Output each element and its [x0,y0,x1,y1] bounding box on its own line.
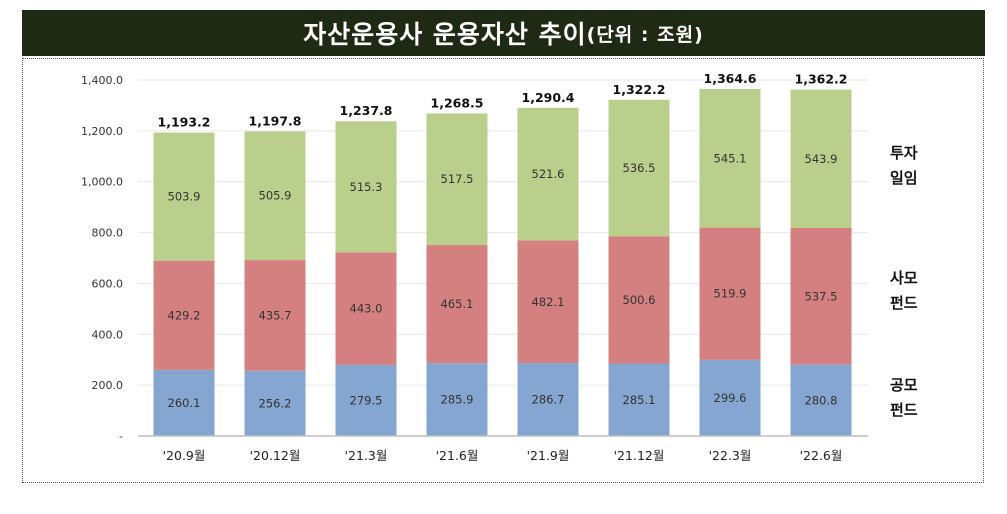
bar-segment [244,131,306,261]
data-label: 536.5 [623,161,656,175]
bar-segment [244,370,306,436]
legend-label: 펀드 [890,401,918,419]
chart-title-unit: (단위 : 조원) [586,23,704,46]
bar-segment [426,245,488,364]
data-label: 500.6 [623,293,656,307]
x-tick-label: '20.9월 [163,448,206,463]
data-label: 443.0 [350,302,383,316]
bar-segment [335,364,397,436]
data-label: 521.6 [532,167,565,181]
y-tick-label: 600.0 [92,277,124,290]
y-tick-label: 400.0 [92,328,124,341]
legend-label: 공모 [890,376,918,394]
legend-label: 사모 [890,269,918,287]
y-tick-label: - [119,430,123,443]
x-tick-label: '20.12월 [250,448,301,463]
data-label: 260.1 [168,396,201,410]
bar-segment [517,240,579,364]
y-tick-label: 1,400.0 [81,74,123,87]
total-label: 1,237.8 [340,103,393,118]
data-label: 517.5 [441,172,474,186]
total-label: 1,322.2 [613,82,666,97]
total-label: 1,193.2 [158,115,211,130]
data-label: 503.9 [168,190,201,204]
chart-title-bar: 자산운용사 운용자산 추이 (단위 : 조원) [22,10,985,56]
bar-segment [426,363,488,436]
bar-segment [699,359,761,436]
legend-label: 펀드 [890,294,918,312]
bar-segment [608,99,670,237]
x-tick-label: '21.3월 [345,448,388,463]
bar-segment [517,107,579,241]
bar-segment [335,121,397,253]
bar-segment [517,363,579,436]
y-tick-label: 800.0 [92,227,124,240]
bar-segment [790,89,852,228]
bar-segment [335,252,397,365]
bar-segment [244,260,306,371]
data-label: 429.2 [168,308,201,322]
x-tick-label: '22.6월 [800,448,843,463]
y-tick-label: 1,200.0 [81,125,123,138]
y-tick-label: 200.0 [92,379,124,392]
data-label: 299.6 [714,391,747,405]
data-label: 286.7 [532,393,565,407]
bar-segment [426,113,488,246]
data-label: 505.9 [259,189,292,203]
bar-segment [699,227,761,360]
data-label: 543.9 [805,152,838,166]
data-label: 482.1 [532,295,565,309]
data-label: 435.7 [259,308,292,322]
total-label: 1,364.6 [704,71,757,86]
bar-segment [790,364,852,436]
bar-segment [790,227,852,365]
chart-frame [22,58,984,483]
total-label: 1,268.5 [431,95,484,110]
x-tick-label: '21.6월 [436,448,479,463]
bar-segment [153,260,215,370]
legend-label: 일임 [890,169,918,187]
data-label: 515.3 [350,180,383,194]
data-label: 545.1 [714,151,747,165]
bar-segment [608,363,670,436]
x-tick-label: '21.9월 [527,448,570,463]
data-label: 280.8 [805,393,838,407]
x-tick-label: '21.12월 [614,448,665,463]
data-label: 285.1 [623,393,656,407]
data-label: 537.5 [805,289,838,303]
total-label: 1,197.8 [249,113,302,128]
data-label: 256.2 [259,396,292,410]
data-label: 519.9 [714,287,747,301]
bar-segment [153,132,215,261]
x-tick-label: '22.3월 [709,448,752,463]
total-label: 1,362.2 [795,72,848,87]
data-label: 285.9 [441,393,474,407]
bar-segment [699,89,761,228]
legend-label: 투자 [890,144,918,162]
y-tick-label: 1,000.0 [81,176,123,189]
data-label: 465.1 [441,297,474,311]
bar-segment [153,369,215,436]
total-label: 1,290.4 [522,90,575,105]
data-label: 279.5 [350,393,383,407]
chart-title: 자산운용사 운용자산 추이 [303,20,587,49]
bar-segment [608,236,670,364]
